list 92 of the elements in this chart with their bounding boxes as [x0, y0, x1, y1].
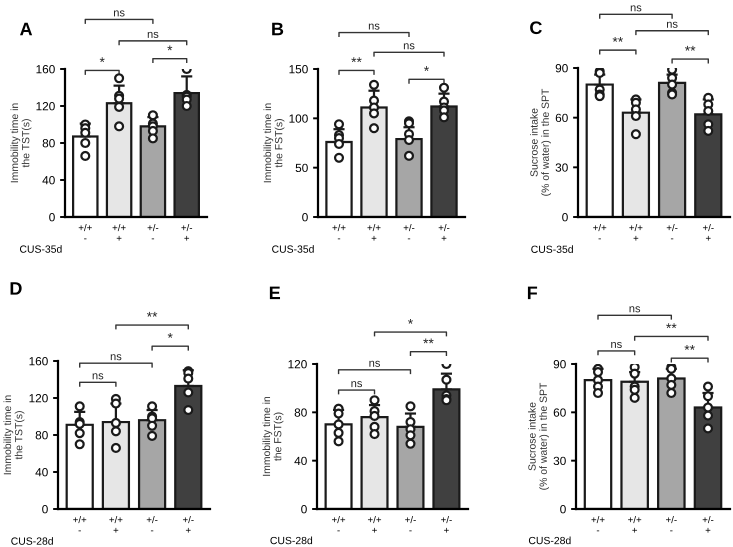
y-tick-label: 30 [554, 456, 566, 466]
y-tick-label: 100 [289, 114, 308, 123]
x-tick-label: +/+ + [112, 224, 126, 241]
x-tick-label: +/- - [404, 224, 414, 240]
y-tick-label: 120 [36, 102, 55, 110]
x-axis-title: CUS-35d [272, 245, 314, 253]
y-tick-label: 150 [289, 65, 308, 74]
y-tick-label: 120 [288, 360, 307, 368]
y-tick-label: 60 [554, 408, 566, 417]
text: * [168, 333, 173, 338]
y-tick-label: 80 [42, 139, 55, 148]
text: ns [368, 24, 380, 30]
y-tick-label: 160 [29, 357, 48, 366]
annotation: ns [92, 373, 104, 380]
y-axis-title: Sucrose intake (% of water) in the SPT [530, 88, 551, 196]
y-tick-label: 0 [49, 213, 55, 222]
annotation: * [424, 66, 429, 72]
x-axis-title: CUS-28d [270, 536, 312, 544]
text: ns [404, 43, 414, 50]
x-tick-label: +/+ - [332, 516, 346, 532]
y-tick-label: 50 [296, 164, 308, 172]
x-tick-label: +/- + [441, 516, 452, 533]
annotation: ns [351, 381, 362, 388]
text: ** [612, 36, 623, 42]
x-tick-label: +/+ + [367, 224, 381, 241]
annotation: ns [369, 360, 380, 367]
x-tick-label: +/+ - [591, 516, 605, 532]
text: ns [611, 342, 622, 348]
x-tick-label: +/+ + [109, 516, 122, 533]
y-tick-label: 40 [294, 456, 307, 466]
x-tick-label: +/- - [666, 224, 678, 240]
text: ** [685, 46, 696, 51]
x-axis-title: CUS-28d [11, 537, 53, 545]
x-tick-label: +/+ - [593, 224, 606, 240]
chart-title: B [272, 22, 284, 36]
y-tick-label: 90 [554, 360, 566, 368]
x-tick-label: +/- + [438, 224, 450, 241]
x-tick-label: +/- + [702, 516, 714, 533]
x-axis-title: CUS-35d [531, 245, 573, 253]
text: * [100, 57, 105, 62]
text: ns [114, 10, 125, 16]
text: ns [630, 306, 640, 312]
y-axis-title: Immobility time in the FST(s) [262, 396, 284, 476]
chart-title: F [528, 286, 538, 300]
y-tick-label: 120 [29, 394, 48, 402]
y-tick-label: 0 [42, 505, 48, 514]
x-tick-label: +/- - [405, 516, 416, 532]
y-tick-label: 40 [42, 176, 55, 184]
y-tick-label: 60 [556, 114, 568, 122]
x-axis-title: CUS-35d [20, 245, 62, 253]
x-tick-label: +/+ - [332, 224, 346, 240]
x-tick-label: +/- + [182, 516, 194, 533]
x-tick-label: +/- - [146, 516, 158, 532]
y-tick-label: 0 [562, 213, 568, 222]
x-tick-label: +/+ + [368, 516, 382, 533]
x-tick-label: +/+ - [78, 224, 92, 240]
text: ** [684, 345, 695, 350]
text: ** [146, 312, 158, 317]
text: ns [666, 22, 678, 28]
chart-title: A [20, 22, 32, 36]
text: ** [666, 323, 677, 328]
y-axis-title: Sucrose intake (% of water) in the SPT [528, 382, 549, 490]
chart-title: E [270, 286, 280, 300]
y-axis-title: Immobility time in the FST(s) [263, 103, 284, 182]
text: ** [351, 57, 362, 62]
y-tick-label: 160 [36, 65, 55, 74]
y-tick-label: 90 [556, 64, 568, 72]
x-tick-label: +/- - [148, 224, 158, 240]
y-tick-label: 80 [36, 431, 48, 440]
x-tick-label: +/+ + [628, 516, 642, 533]
y-tick-label: 0 [302, 213, 308, 222]
y-tick-label: 80 [294, 408, 307, 417]
text: ns [630, 5, 642, 12]
x-tick-label: +/- + [181, 224, 192, 241]
y-axis-title: Immobility time in the TST(s) [3, 395, 24, 474]
text: ns [110, 354, 122, 360]
y-tick-label: 0 [560, 505, 566, 514]
x-tick-label: +/+ + [629, 224, 642, 241]
chart-title: D [10, 282, 22, 295]
text: ns [148, 32, 158, 38]
text: ** [423, 338, 434, 344]
text: * [408, 318, 413, 324]
x-tick-label: +/- - [666, 516, 677, 532]
x-tick-label: +/+ - [73, 516, 86, 532]
text: * [167, 45, 172, 50]
y-tick-label: 0 [301, 505, 307, 514]
y-tick-label: 40 [35, 468, 48, 476]
x-tick-label: +/- + [702, 224, 714, 241]
y-axis-title: Immobility time in the TST(s) [10, 103, 32, 182]
chart-title: C [530, 21, 542, 34]
y-tick-label: 30 [556, 163, 568, 172]
x-axis-title: CUS-28d [528, 536, 571, 544]
